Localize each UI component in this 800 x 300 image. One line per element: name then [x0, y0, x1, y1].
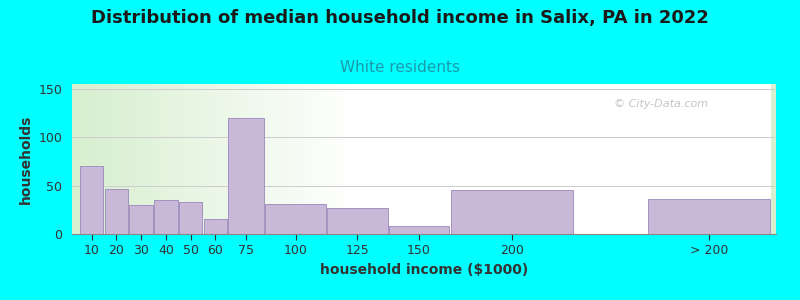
Bar: [203, 218, 227, 234]
Bar: [80, 166, 103, 234]
X-axis label: household income ($1000): household income ($1000): [320, 263, 528, 277]
Bar: [105, 190, 128, 234]
Text: Distribution of median household income in Salix, PA in 2022: Distribution of median household income …: [91, 9, 709, 27]
Bar: [648, 199, 770, 234]
Bar: [327, 208, 387, 234]
Bar: [450, 190, 573, 234]
Text: White residents: White residents: [340, 60, 460, 75]
Bar: [154, 200, 178, 234]
Bar: [130, 205, 153, 234]
Bar: [266, 204, 326, 234]
Text: © City-Data.com: © City-Data.com: [614, 99, 708, 109]
Bar: [179, 202, 202, 234]
Bar: [389, 226, 450, 234]
Bar: [228, 118, 264, 234]
Y-axis label: households: households: [19, 114, 33, 204]
